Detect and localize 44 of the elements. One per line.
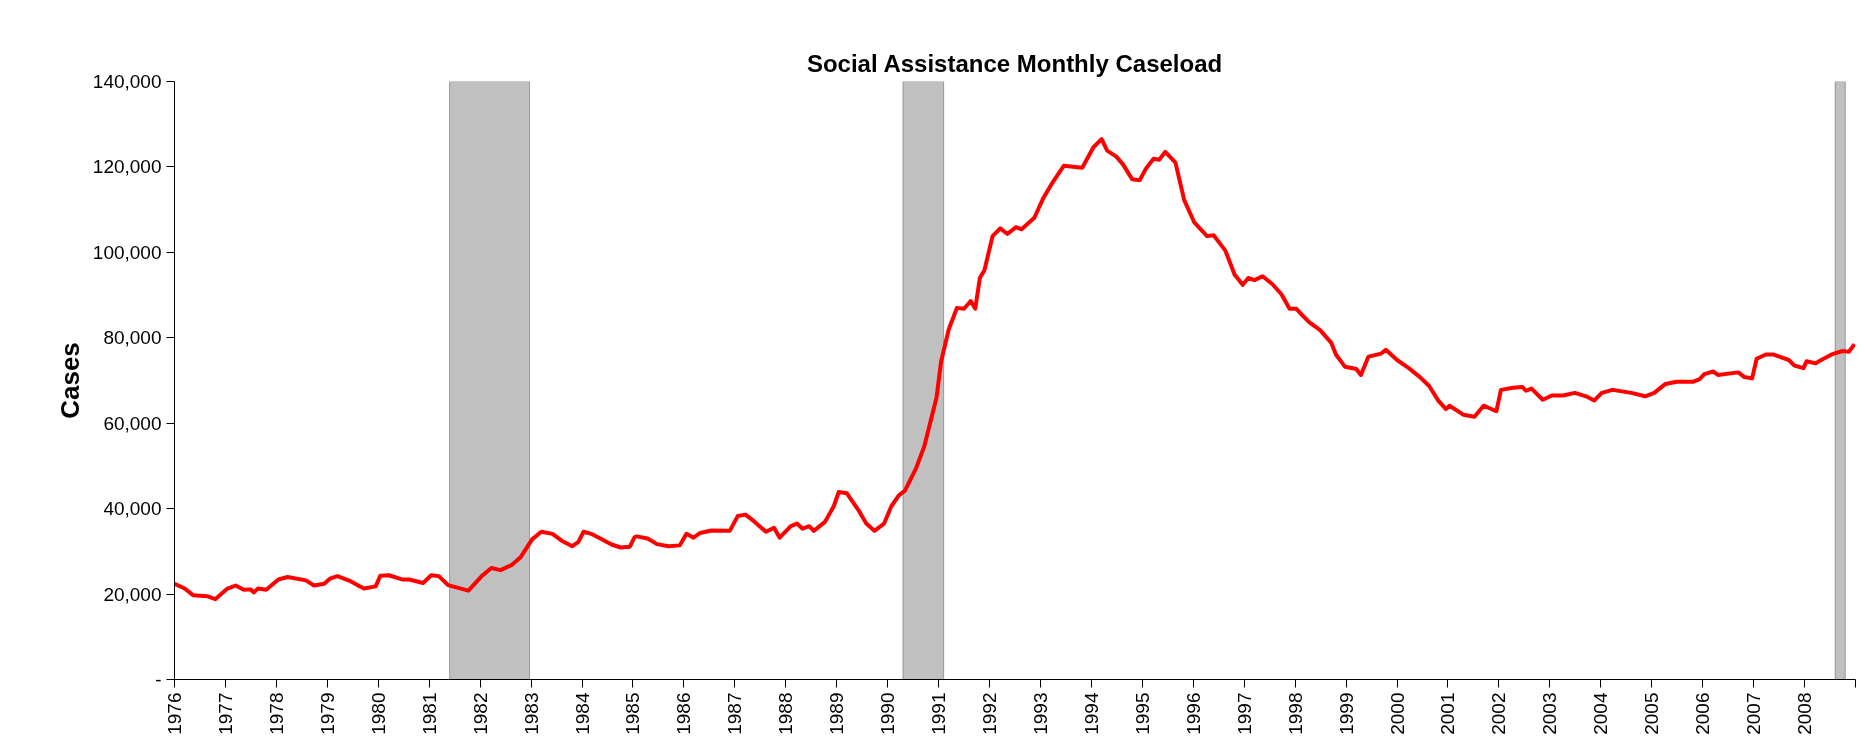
x-tick-label: 1978 [265,692,287,735]
x-tick-label: 1988 [775,692,797,735]
x-tick-label: 2008 [1794,692,1816,735]
y-tick-label: 140,000 [92,71,162,92]
x-tick-label: 1980 [367,692,389,735]
x-tick-label: 1982 [469,692,491,735]
x-tick-label: 1987 [724,692,746,735]
y-tick-label: 60,000 [103,412,162,434]
x-tick-label: 2007 [1743,692,1765,735]
y-tick-label: 120,000 [92,156,162,178]
x-tick-label: 1983 [520,692,542,735]
x-tick-label: 1994 [1080,692,1102,735]
x-tick-label: 1976 [164,692,185,735]
x-tick-label: 2002 [1488,692,1510,735]
x-tick-label: 2000 [1386,692,1408,735]
line-series [174,137,1856,602]
x-tick-label: 1997 [1233,692,1255,735]
x-tick-label: 1990 [877,692,899,735]
x-tick-label: 1977 [214,692,236,735]
x-tick-label: 1984 [571,692,593,735]
x-tick-label: 1986 [673,692,695,735]
x-tick-label: 1981 [418,692,440,735]
x-tick-label: 1993 [1029,692,1051,735]
x-tick-label: 1995 [1131,692,1153,735]
chart-title: Social Assistance Monthly Caseload [806,49,1223,77]
y-tick-label: 40,000 [103,498,162,520]
x-tick-label: 1989 [826,692,848,735]
x-tick-label: 2004 [1590,692,1612,735]
x-tick-label: 1991 [928,692,950,735]
x-tick-label: 2005 [1641,692,1663,735]
x-tick-label: 1979 [316,692,338,735]
x-tick-label: 2001 [1437,692,1459,735]
y-axis-title: Cases [54,342,85,419]
x-tick-label: 1992 [979,692,1001,735]
y-tick-label: 80,000 [103,327,162,349]
x-tick-label: 2003 [1539,692,1561,735]
x-tick-label: 1996 [1182,692,1204,735]
x-tick-label: 1999 [1335,692,1357,735]
y-tick-label: - [155,669,162,690]
x-tick-label: 1985 [622,692,644,735]
y-tick-label: 100,000 [92,241,162,263]
x-tick-label: 1998 [1284,692,1306,735]
x-tick-label: 2006 [1692,692,1714,735]
y-tick-label: 20,000 [103,583,162,605]
